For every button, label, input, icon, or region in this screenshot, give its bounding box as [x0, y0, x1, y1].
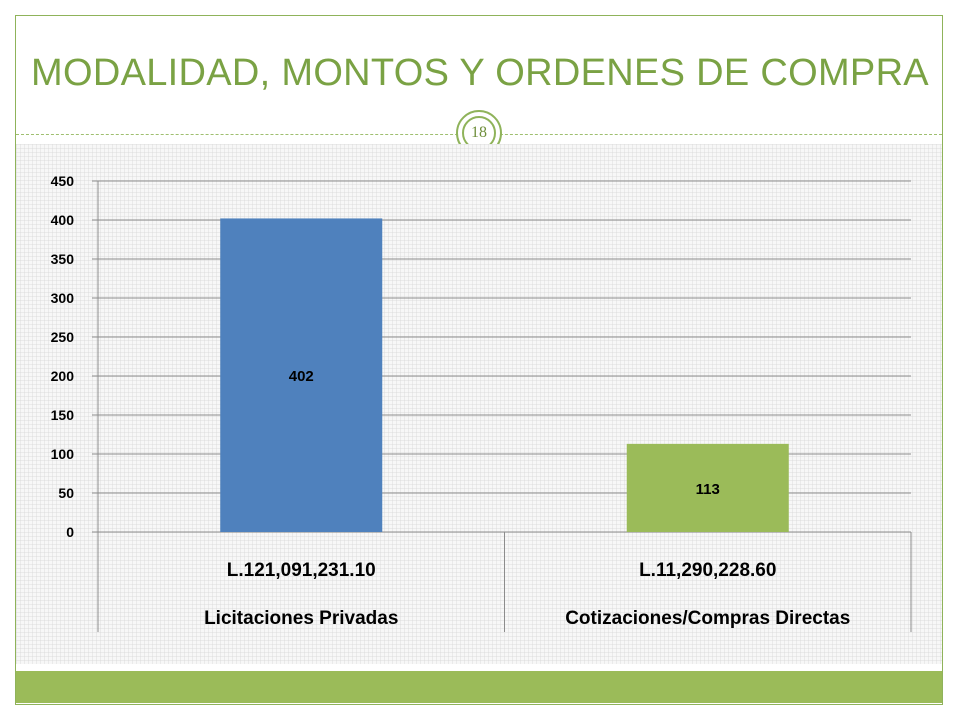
- bars: 402 113: [220, 218, 789, 532]
- bar: [220, 218, 383, 532]
- y-tick-label: 250: [51, 329, 75, 345]
- category-label: Licitaciones Privadas: [204, 608, 398, 629]
- y-tick-label: 0: [66, 524, 74, 540]
- category-axis: L.121,091,231.10 Licitaciones Privadas L.1…: [204, 532, 850, 632]
- category-amount: L.121,091,231.10: [227, 560, 376, 581]
- y-tick-label: 200: [51, 368, 75, 384]
- y-tick-label: 150: [51, 407, 75, 423]
- bar-data-label: 113: [696, 481, 720, 498]
- y-tick-label: 400: [51, 212, 75, 228]
- y-tick-label: 50: [58, 485, 74, 501]
- y-tick-label: 350: [51, 251, 75, 267]
- chart-background: [16, 144, 942, 664]
- slide-title: MODALIDAD, MONTOS Y ORDENES DE COMPRA: [31, 52, 929, 94]
- category-amount: L.11,290,228.60: [639, 560, 776, 581]
- slide-frame: [15, 15, 943, 705]
- bar: [626, 443, 789, 532]
- y-tick-label: 450: [51, 173, 75, 189]
- bar-data-label: 402: [289, 368, 314, 385]
- grid-lines: [92, 180, 912, 632]
- y-axis-ticks: 0 50 100 150 200 250 300 350 400 450: [51, 173, 75, 540]
- footer-bar: [16, 671, 942, 703]
- category-label: Cotizaciones/Compras Directas: [565, 608, 850, 629]
- y-tick-label: 300: [51, 290, 75, 306]
- y-tick-label: 100: [51, 446, 75, 462]
